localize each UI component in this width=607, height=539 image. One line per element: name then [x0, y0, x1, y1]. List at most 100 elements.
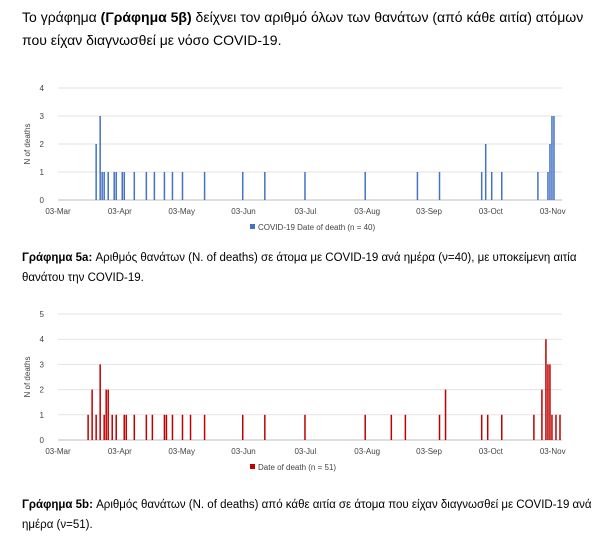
bar	[163, 172, 166, 200]
bar	[304, 414, 306, 440]
bar	[99, 116, 101, 200]
y-tick-label: 3	[40, 360, 45, 369]
bar	[181, 172, 184, 200]
bar	[153, 172, 156, 200]
x-tick-label: 03-Nov	[540, 207, 566, 216]
bar	[163, 414, 166, 440]
bar	[203, 172, 206, 200]
bar	[91, 389, 93, 440]
y-tick-label: 3	[40, 112, 45, 121]
bar	[547, 172, 549, 200]
bar	[133, 414, 136, 440]
bar	[264, 414, 266, 440]
bar	[145, 414, 148, 440]
x-tick-label: 03-Sep	[416, 447, 442, 456]
bar	[113, 172, 115, 200]
bar	[390, 414, 393, 440]
bar	[486, 414, 489, 440]
bar	[95, 144, 97, 200]
bar	[181, 414, 184, 440]
bar	[438, 172, 441, 200]
y-axis-title: N of deaths	[23, 124, 32, 165]
bar	[541, 389, 543, 440]
bar	[555, 414, 557, 440]
bar	[107, 172, 109, 200]
intro-figure-ref: (Γράφημα 5β)	[100, 9, 192, 25]
x-tick-label: 03-Oct	[479, 207, 504, 216]
x-tick-label: 03-Apr	[108, 447, 132, 456]
legend-swatch	[250, 224, 255, 229]
intro-text-2: δείχνει τον αριθμό όλων των θανάτων (από…	[22, 9, 584, 48]
bar	[444, 389, 447, 440]
y-tick-label: 0	[40, 436, 45, 445]
bar	[551, 116, 553, 200]
x-tick-label: 03-May	[168, 447, 195, 456]
chart-group: 0 1 2 3 4 5 N of deaths 03-Mar 03-Apr 03-May 03-Ju…	[23, 310, 566, 472]
y-tick-label: 1	[40, 168, 45, 177]
x-tick-label: 03-Aug	[354, 447, 380, 456]
bar	[145, 172, 148, 200]
bar	[533, 414, 535, 440]
bar	[364, 172, 366, 200]
bar	[101, 172, 103, 200]
bar	[241, 172, 244, 200]
bar	[490, 172, 493, 200]
bar	[241, 414, 244, 440]
x-tick-label: 03-May	[168, 207, 195, 216]
bar	[123, 172, 126, 200]
bar	[264, 172, 266, 200]
bar	[165, 414, 168, 440]
y-axis-title: N of deaths	[23, 357, 32, 398]
bar	[547, 364, 549, 440]
bar	[121, 172, 124, 200]
bar	[171, 414, 174, 440]
bar	[559, 414, 561, 440]
x-tick-label: 03-Oct	[479, 447, 504, 456]
bar	[551, 414, 553, 440]
bar	[87, 414, 89, 440]
bar	[111, 414, 113, 440]
bar	[480, 172, 483, 200]
x-tick-label: 03-Apr	[108, 207, 132, 216]
bar	[438, 414, 441, 440]
caption-5b-label: Γράφημα 5b:	[22, 499, 93, 511]
bar	[103, 172, 105, 200]
y-tick-label: 4	[40, 84, 45, 93]
bar	[103, 414, 105, 440]
bar	[105, 389, 107, 440]
bar	[501, 172, 503, 200]
x-tick-label: 03-Sep	[416, 207, 442, 216]
y-tick-label: 1	[40, 411, 45, 420]
caption-5a-label: Γράφημα 5a:	[22, 252, 93, 264]
y-tick-label: 2	[40, 140, 45, 149]
y-tick-label: 2	[40, 386, 45, 395]
bar	[549, 144, 551, 200]
bar	[203, 414, 206, 440]
bar	[133, 172, 136, 200]
x-tick-label: 03-Jul	[294, 447, 316, 456]
y-tick-label: 5	[40, 310, 45, 319]
bar	[484, 144, 487, 200]
x-tick-label: 03-Nov	[540, 447, 566, 456]
chart-group: 0 1 2 3 4 N of deaths 03-Mar 03-Apr 03-May 03-Jun…	[23, 84, 566, 232]
bar	[553, 116, 555, 200]
y-tick-label: 0	[40, 196, 45, 205]
bar	[404, 414, 407, 440]
intro-text-1: Το γράφημα	[22, 9, 101, 25]
bar	[501, 414, 503, 440]
caption-5a: Γράφημα 5a: Αριθμός θανάτων (N. of death…	[22, 248, 592, 288]
bar	[123, 414, 126, 440]
bar	[416, 172, 419, 200]
y-tick-label: 4	[40, 335, 45, 344]
bar	[549, 364, 551, 440]
bar	[171, 172, 174, 200]
x-tick-label: 03-Jul	[294, 207, 316, 216]
bar	[364, 414, 366, 440]
legend-label: COVID-19 Date of death (n = 40)	[258, 223, 376, 232]
caption-5a-text: Αριθμός θανάτων (N. of deaths) σε άτομα …	[22, 252, 577, 284]
bar	[107, 389, 109, 440]
intro-paragraph: Το γράφημα (Γράφημα 5β) δείχνει τον αριθ…	[22, 6, 592, 52]
legend-swatch	[250, 464, 255, 469]
